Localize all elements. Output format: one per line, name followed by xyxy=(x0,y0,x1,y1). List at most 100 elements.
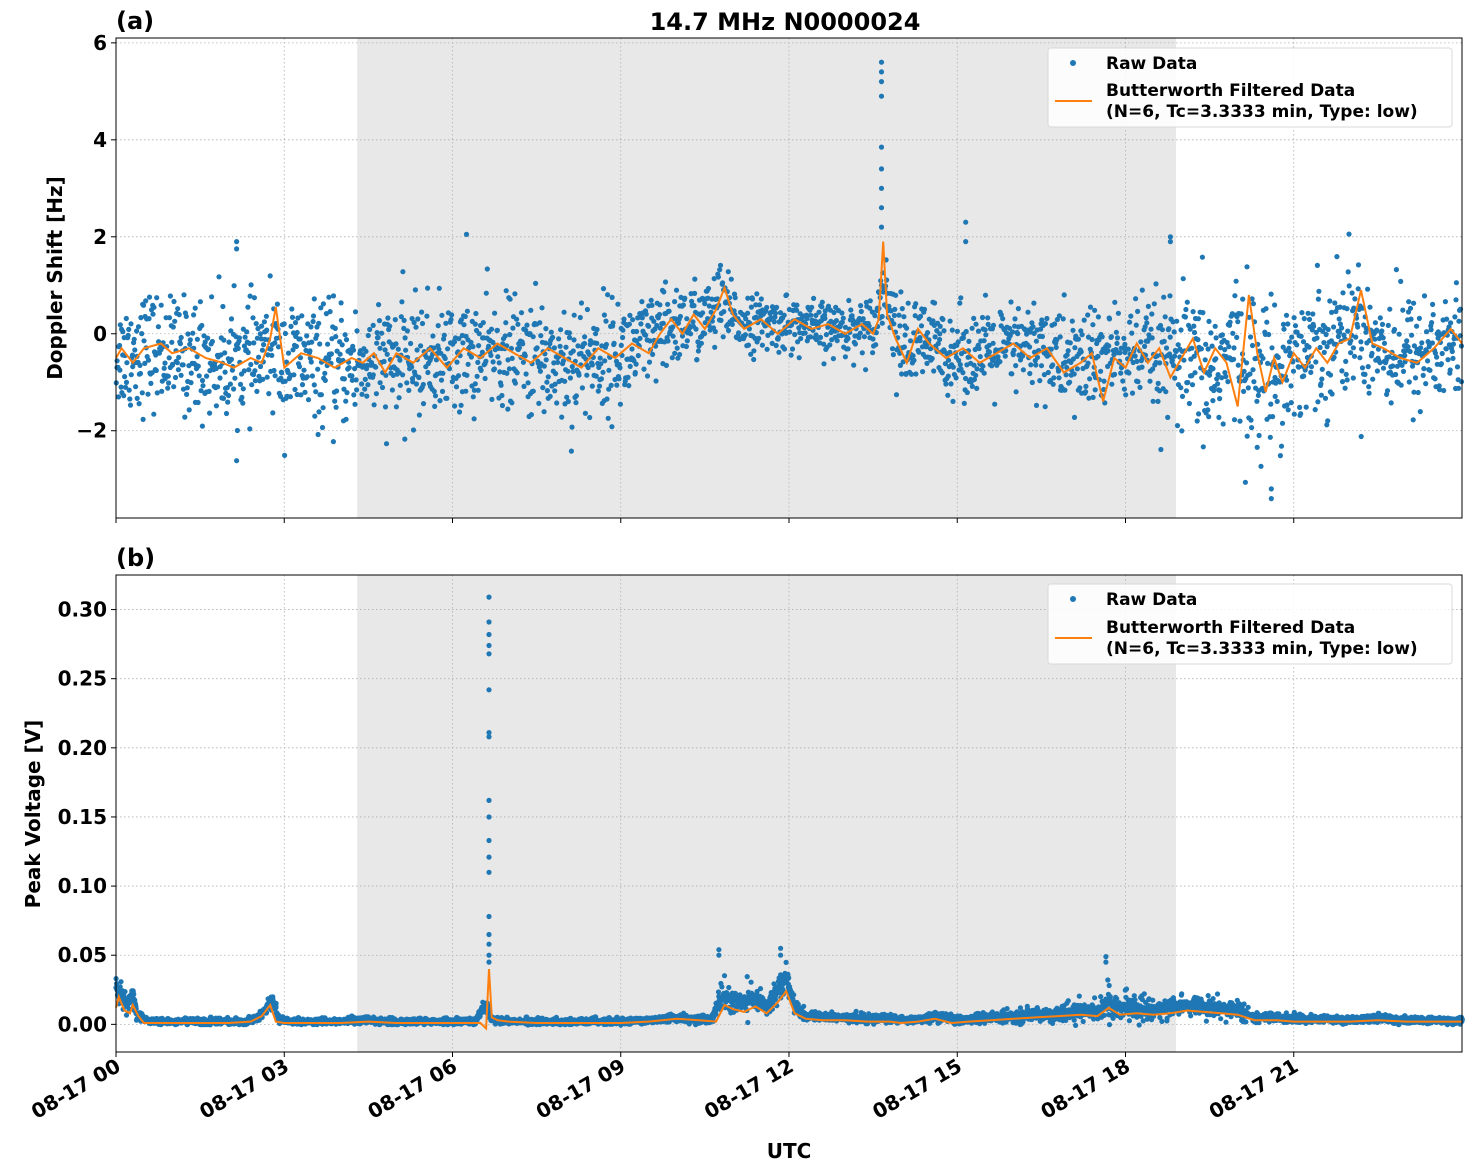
raw-data-point xyxy=(867,298,873,304)
raw-data-point xyxy=(370,372,376,378)
raw-data-point xyxy=(120,329,126,335)
raw-data-point xyxy=(606,367,612,373)
raw-data-point xyxy=(792,331,798,338)
raw-data-point xyxy=(185,331,191,337)
raw-data-point xyxy=(184,385,190,391)
raw-data-point xyxy=(1142,324,1148,330)
raw-data-point xyxy=(777,310,784,316)
raw-data-point xyxy=(1453,280,1459,286)
raw-data-point xyxy=(570,348,576,354)
raw-data-point xyxy=(439,312,445,318)
raw-data-point xyxy=(1050,381,1056,387)
raw-data-point xyxy=(1200,310,1206,316)
raw-data-point xyxy=(700,310,706,316)
raw-data-point xyxy=(267,273,273,279)
raw-data-point xyxy=(364,393,370,399)
raw-data-point xyxy=(213,365,219,372)
raw-data-point xyxy=(1297,404,1303,410)
raw-data-point xyxy=(1398,382,1404,388)
raw-data-point xyxy=(416,412,422,418)
raw-data-point xyxy=(1327,372,1334,378)
raw-data-point xyxy=(383,441,390,447)
raw-data-point xyxy=(1294,342,1300,348)
raw-data-point xyxy=(684,338,690,344)
raw-data-point xyxy=(917,338,923,344)
raw-data-point xyxy=(1325,418,1331,424)
raw-data-point xyxy=(191,312,197,318)
raw-data-point xyxy=(929,355,935,362)
raw-data-point xyxy=(919,344,926,350)
raw-data-point xyxy=(669,355,675,361)
raw-data-point xyxy=(1153,281,1159,287)
raw-data-point xyxy=(514,316,520,322)
night-shade-region-a xyxy=(357,38,1176,518)
raw-data-point xyxy=(1393,371,1399,378)
raw-data-point xyxy=(1061,292,1067,298)
raw-data-point xyxy=(1138,339,1144,345)
raw-data-point xyxy=(552,381,558,387)
raw-data-point xyxy=(241,368,247,374)
raw-data-point xyxy=(1369,350,1375,356)
raw-data-point xyxy=(1247,371,1253,377)
raw-data-point xyxy=(955,339,961,345)
raw-data-point xyxy=(544,388,551,394)
raw-data-point xyxy=(1235,362,1241,368)
raw-data-point xyxy=(1438,361,1444,367)
raw-data-point xyxy=(1219,332,1225,338)
raw-data-point xyxy=(385,315,391,321)
raw-data-point xyxy=(830,356,837,362)
raw-data-point xyxy=(499,402,505,409)
raw-data-point xyxy=(1406,379,1412,385)
raw-data-point xyxy=(917,313,924,319)
raw-data-point xyxy=(1147,378,1153,384)
raw-data-point xyxy=(969,325,975,331)
raw-data-point xyxy=(861,334,868,340)
raw-data-point xyxy=(1454,364,1461,370)
raw-data-point xyxy=(143,298,149,304)
raw-data-point xyxy=(545,374,551,380)
raw-data-point xyxy=(269,352,275,358)
raw-data-point xyxy=(225,392,232,399)
raw-data-point xyxy=(420,381,426,388)
raw-data-point xyxy=(463,388,469,394)
raw-data-point xyxy=(559,414,565,420)
raw-data-point xyxy=(379,384,386,391)
raw-data-point xyxy=(200,383,206,389)
raw-data-point xyxy=(852,341,859,347)
raw-data-point xyxy=(1355,262,1362,268)
raw-data-point xyxy=(1340,290,1346,296)
raw-data-point xyxy=(471,416,477,422)
raw-data-point xyxy=(136,401,142,407)
raw-data-point xyxy=(1339,379,1346,385)
raw-data-point xyxy=(1352,296,1358,302)
raw-data-point xyxy=(1415,389,1421,396)
raw-data-point xyxy=(609,424,615,430)
raw-data-point xyxy=(1210,996,1216,1002)
raw-data-point xyxy=(842,354,849,360)
raw-data-point xyxy=(1070,327,1076,333)
raw-data-point xyxy=(1427,367,1433,373)
raw-data-point xyxy=(756,335,762,341)
raw-data-point xyxy=(216,274,222,280)
raw-data-point xyxy=(1355,324,1361,330)
raw-data-point xyxy=(1405,344,1411,350)
raw-data-point xyxy=(251,295,257,301)
raw-data-point xyxy=(235,345,241,351)
raw-data-point xyxy=(753,302,759,308)
raw-data-point xyxy=(795,339,801,345)
raw-data-point xyxy=(638,321,644,327)
raw-data-point xyxy=(650,351,656,357)
raw-data-point xyxy=(1380,365,1387,371)
raw-data-point xyxy=(313,389,319,395)
raw-data-point xyxy=(956,357,962,363)
raw-data-point xyxy=(449,379,455,385)
raw-data-point xyxy=(981,338,987,344)
raw-data-point xyxy=(807,334,814,340)
raw-data-point xyxy=(1344,306,1350,312)
raw-data-point xyxy=(798,335,804,342)
raw-data-point xyxy=(566,334,573,341)
raw-data-point xyxy=(333,334,339,340)
raw-data-point xyxy=(307,348,313,354)
raw-data-point xyxy=(728,276,734,282)
raw-data-point xyxy=(1205,407,1211,413)
